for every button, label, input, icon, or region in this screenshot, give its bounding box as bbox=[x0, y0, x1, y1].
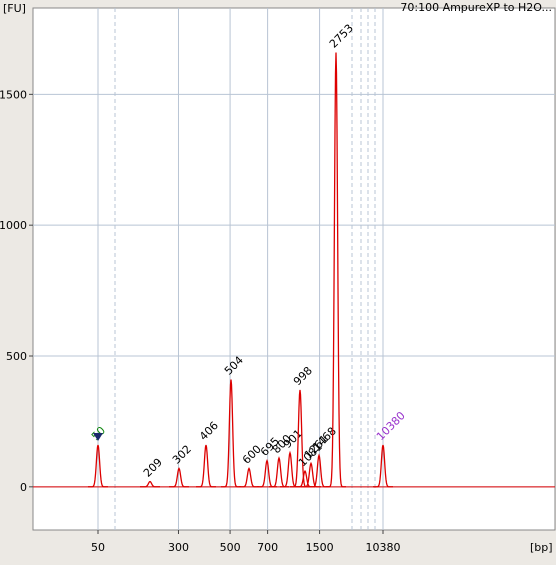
y-tick-label: 1500 bbox=[0, 88, 27, 101]
peak bbox=[239, 467, 259, 488]
peak bbox=[309, 453, 329, 488]
peak bbox=[326, 52, 346, 488]
x-tick-label: 50 bbox=[91, 541, 105, 554]
x-tick-label: 500 bbox=[220, 541, 241, 554]
x-tick-label: 10380 bbox=[366, 541, 401, 554]
y-tick-label: 0 bbox=[20, 481, 27, 494]
peak bbox=[140, 480, 160, 488]
peak bbox=[196, 444, 216, 488]
x-tick-label: 300 bbox=[168, 541, 189, 554]
y-tick-label: 1000 bbox=[0, 219, 27, 232]
chart-title: 70:100 AmpureXP to H2O... bbox=[400, 1, 552, 14]
y-tick-label: 500 bbox=[6, 350, 27, 363]
x-axis-label: [bp] bbox=[530, 541, 553, 554]
x-tick-label: 700 bbox=[257, 541, 278, 554]
peak bbox=[301, 461, 321, 488]
y-axis-label: [FU] bbox=[3, 2, 26, 15]
peak bbox=[221, 379, 241, 488]
peak bbox=[169, 467, 189, 488]
plot-area bbox=[32, 7, 556, 531]
peak bbox=[88, 444, 108, 488]
marker-triangle bbox=[93, 432, 103, 441]
x-tick-label: 1500 bbox=[306, 541, 334, 554]
peak bbox=[373, 444, 393, 488]
